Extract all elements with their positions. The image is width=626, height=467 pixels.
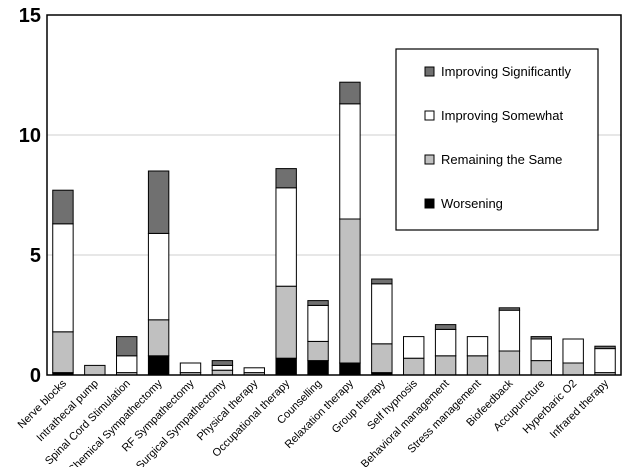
bar-segment [116,336,138,357]
bar-segment [339,103,361,220]
legend-swatch [424,154,435,165]
y-tick-label: 0 [30,365,41,387]
bar-segment [562,362,584,376]
bar-segment [275,285,297,359]
bar-segment [371,343,393,374]
bar-segment [562,338,584,364]
bar-segment [498,307,521,311]
bar-segment [275,357,297,376]
bar-segment [403,357,425,376]
bar-segment [52,223,74,333]
bar-segment [307,300,329,306]
bar-segment [434,328,457,357]
bar-segment [147,355,170,376]
y-tick-labels: 0 5 10 15 [19,5,41,387]
legend-label: Improving Significantly [441,64,572,79]
bar-segment [211,364,234,371]
bar-segment [307,304,329,342]
bar-segment [243,367,265,374]
bar-segment [339,218,361,364]
y-tick-label: 15 [19,5,41,27]
bar-segment [498,309,521,352]
bar-segment [307,340,329,362]
bar-segment [530,338,552,362]
axes [46,14,622,376]
legend-swatch [424,110,435,121]
bar-segment [147,232,170,321]
bar-segment [371,283,393,345]
bar-segment [179,362,202,374]
plot-frame [46,14,622,376]
y-tick-label: 10 [19,125,41,147]
bar-segment [211,360,234,366]
bar-segment [147,170,170,234]
legend-label: Improving Somewhat [441,108,563,123]
bar-segment [52,331,74,374]
x-category-label: Infrared therapy [548,377,612,441]
bar-segment [116,355,138,374]
bar-segment [339,81,361,105]
bar-segment [530,336,552,340]
bar-segment [434,324,457,330]
bar-segment [275,187,297,287]
legend-label: Remaining the Same [441,152,562,167]
bar-segment [84,364,106,376]
bar-segment [594,345,616,350]
legend: Improving Significantly Improving Somewha… [395,48,599,231]
bar-segment [371,278,393,285]
bar-segment [147,319,170,357]
bar-segment [466,355,489,376]
bar-segment [339,362,361,376]
bar-segment [498,350,521,376]
bar-segment [403,336,425,359]
bar-segment [275,168,297,189]
bar-segment [594,348,616,374]
legend-swatch [424,198,435,209]
bars [52,81,616,376]
legend-label: Worsening [441,196,503,211]
bar-segment [466,336,489,357]
bar-segment [434,355,457,376]
legend-swatch [424,66,435,77]
bar-segment [52,189,74,225]
bar-segment [530,360,552,376]
bar-segment [307,360,329,376]
y-tick-label: 5 [30,245,41,267]
